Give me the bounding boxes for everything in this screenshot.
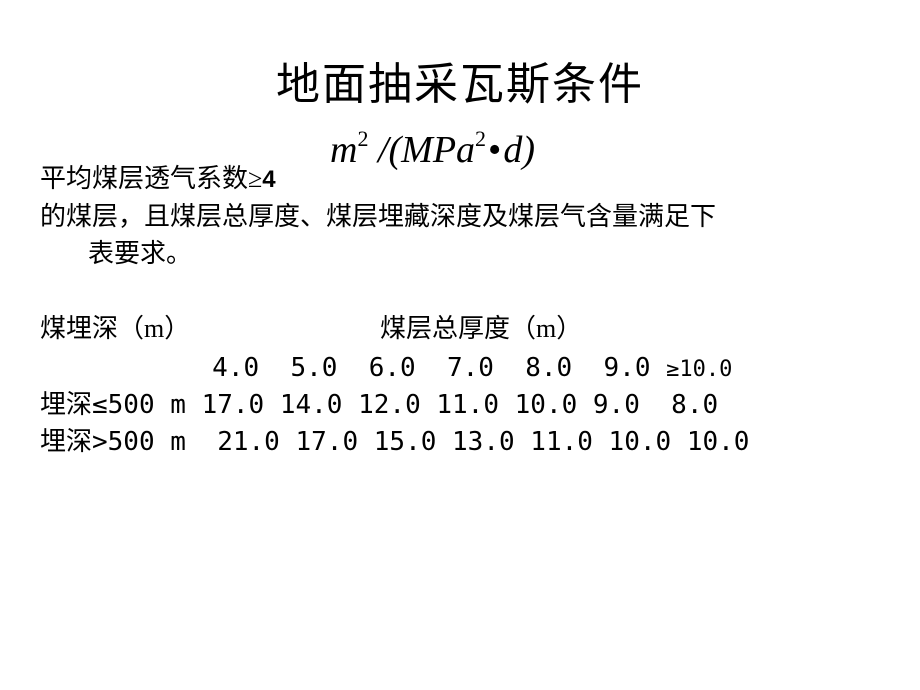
thickness-last: ≥10.0: [666, 357, 732, 382]
body-text: 平均煤层透气系数≥4 的煤层，且煤层总厚度、煤层埋藏深度及煤层气含量满足下 表要…: [40, 160, 716, 273]
body-line3: 表要求。: [40, 235, 716, 273]
slide-title: 地面抽采瓦斯条件: [0, 48, 920, 112]
body-line2: 的煤层，且煤层总厚度、煤层埋藏深度及煤层气含量满足下: [40, 198, 716, 236]
formula-sup1: 2: [357, 126, 368, 151]
body-line1-num: 4: [262, 166, 275, 193]
table-row-thickness: 4.0 5.0 6.0 7.0 8.0 9.0 ≥10.0: [40, 353, 732, 383]
table-row-1: 埋深>500 m 21.0 17.0 15.0 13.0 11.0 10.0 1…: [40, 427, 749, 457]
formula-sup2: 2: [475, 126, 486, 151]
body-line1-pre: 平均煤层透气系数≥: [40, 164, 262, 193]
col-header-right: 煤层总厚度（m）: [380, 308, 582, 345]
slide: 地面抽采瓦斯条件 m2 /(MPa2•d) 平均煤层透气系数≥4 的煤层，且煤层…: [0, 0, 920, 690]
body-line1: 平均煤层透气系数≥4: [40, 160, 716, 198]
table-row-0: 埋深≤500 m 17.0 14.0 12.0 11.0 10.0 9.0 8.…: [40, 390, 718, 420]
col-header-left: 煤埋深（m）: [40, 308, 190, 345]
data-table: 4.0 5.0 6.0 7.0 8.0 9.0 ≥10.0 埋深≤500 m 1…: [40, 350, 749, 461]
